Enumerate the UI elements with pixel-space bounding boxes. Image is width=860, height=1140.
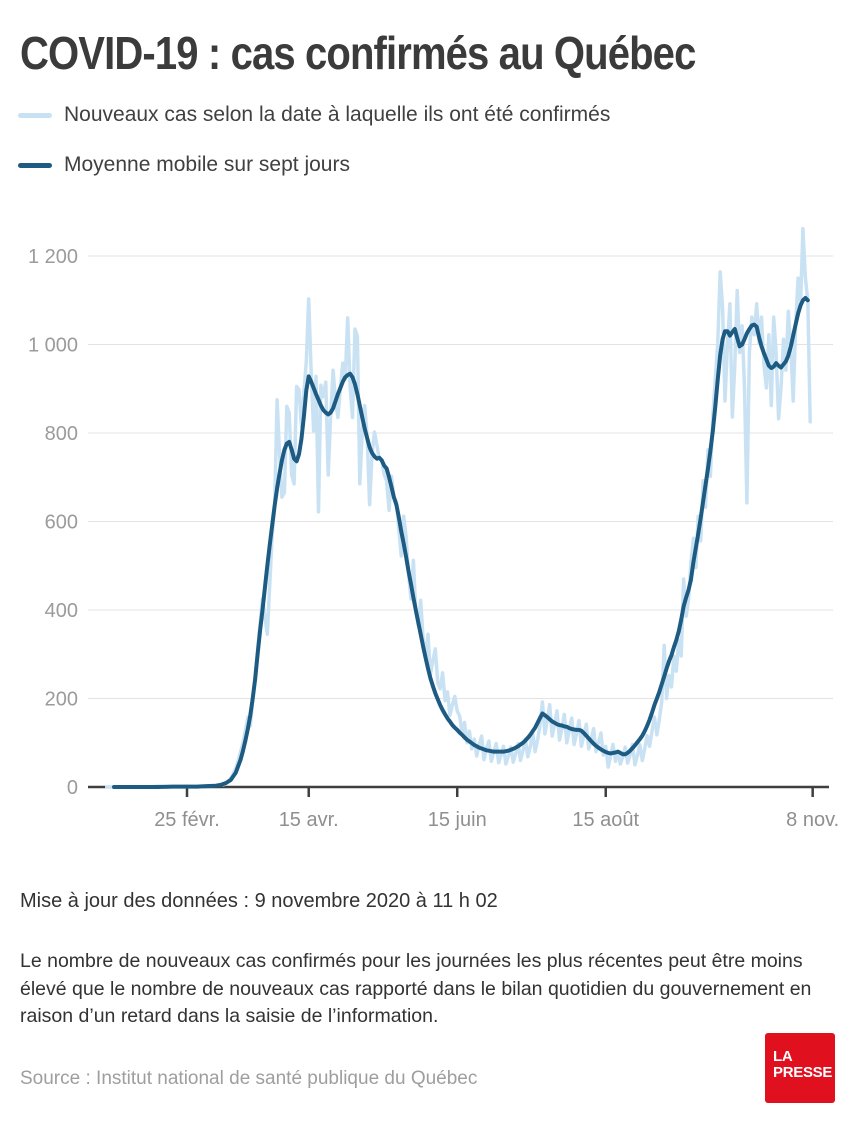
- svg-text:25 févr.: 25 févr.: [154, 809, 220, 831]
- legend-item-new-cases: Nouveaux cas selon la date à laquelle il…: [18, 102, 610, 128]
- svg-text:200: 200: [45, 689, 78, 711]
- source-text: Source : Institut national de santé publ…: [20, 1068, 478, 1089]
- page-title: COVID-19 : cas confirmés au Québec: [20, 27, 696, 79]
- data-updated-text: Mise à jour des données : 9 novembre 202…: [20, 890, 498, 912]
- logo-line-1: LA: [773, 1048, 793, 1065]
- chart-legend: Nouveaux cas selon la date à laquelle il…: [18, 102, 610, 202]
- svg-text:800: 800: [45, 423, 78, 445]
- la-presse-logo: LA PRESSE: [765, 1033, 835, 1103]
- legend-item-moving-average: Moyenne mobile sur sept jours: [18, 152, 610, 178]
- svg-text:15 août: 15 août: [572, 809, 639, 831]
- new-cases-line-swatch-icon: [18, 112, 52, 118]
- svg-text:15 avr.: 15 avr.: [279, 809, 339, 831]
- svg-text:15 juin: 15 juin: [428, 809, 487, 831]
- covid-cases-chart: 0 200 400 600 800 1 000 1 200 25 févr. 15 avr. 15…: [0, 220, 860, 845]
- chart-canvas: 0 200 400 600 800 1 000 1 200 25 févr. 15 avr. 15…: [28, 226, 839, 831]
- svg-text:1 200: 1 200: [28, 246, 78, 268]
- data-delay-note: Le nombre de nouveaux cas confirmés pour…: [20, 950, 812, 1027]
- svg-text:8 nov.: 8 nov.: [786, 809, 839, 831]
- svg-text:1 000: 1 000: [28, 335, 78, 357]
- svg-text:0: 0: [67, 777, 78, 799]
- legend-label-new-cases: Nouveaux cas selon la date à laquelle il…: [64, 103, 611, 126]
- logo-line-2: PRESSE: [773, 1064, 833, 1081]
- svg-text:400: 400: [45, 600, 78, 622]
- moving-average-line-swatch-icon: [18, 162, 52, 168]
- legend-label-moving-average: Moyenne mobile sur sept jours: [64, 153, 350, 176]
- svg-text:600: 600: [45, 512, 78, 534]
